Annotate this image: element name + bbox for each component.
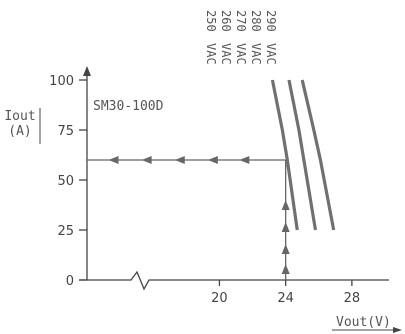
curve-label-unit: VAC: [234, 43, 248, 65]
curve-line-3: [300, 79, 336, 231]
curve-line-1: [270, 79, 299, 231]
x-axis-line-with-break: [79, 270, 389, 291]
curve-label-unit: VAC: [264, 43, 278, 65]
x-tick-label: 24: [277, 291, 294, 306]
up-arrow-marker: [281, 244, 290, 254]
y-tick-label: 25: [57, 224, 74, 239]
y-tick-label: 100: [49, 74, 74, 89]
curve-label-unit: VAC: [249, 43, 263, 65]
up-arrow-marker: [281, 264, 290, 274]
y-tick-label: 50: [57, 174, 74, 189]
curve-label-voltage: 250: [204, 10, 218, 32]
curve-label-voltage: 290: [264, 10, 278, 32]
curve-label-voltage: 280: [249, 10, 263, 32]
curve-label-unit: VAC: [219, 43, 233, 65]
axes: 0 25 50 75 100 20 24 28: [49, 66, 389, 306]
arrows: [108, 156, 290, 274]
y-tick-label: 75: [57, 124, 74, 139]
curve-label-voltage: 260: [219, 10, 233, 32]
x-tick-label: 28: [344, 291, 361, 306]
x-tick-label: 20: [211, 291, 228, 306]
left-arrow-marker: [207, 156, 218, 164]
left-arrow-marker: [108, 156, 119, 164]
y-tick-label: 0: [66, 274, 74, 289]
y-axis-arrowhead: [83, 66, 91, 76]
up-arrow-marker: [281, 200, 290, 210]
curve-label-voltage: 270: [234, 10, 248, 32]
x-axis-label-arrowhead: [393, 327, 402, 333]
curve-line-2: [287, 79, 318, 231]
curve-label-unit: VAC: [204, 43, 218, 65]
left-arrow-marker: [239, 156, 250, 164]
up-arrow-marker: [281, 222, 290, 232]
labels: Iout(A)Vout(V)SM30-100D250VAC260VAC270VA…: [4, 10, 402, 333]
left-arrow-marker: [174, 156, 185, 164]
curves: [87, 79, 336, 280]
chart-title: SM30-100D: [93, 99, 164, 114]
left-arrow-marker: [141, 156, 152, 164]
x-axis-label: Vout(V): [336, 315, 391, 330]
y-axis-label-line2: (A): [8, 124, 31, 139]
y-axis-label-line1: Iout: [4, 109, 35, 124]
